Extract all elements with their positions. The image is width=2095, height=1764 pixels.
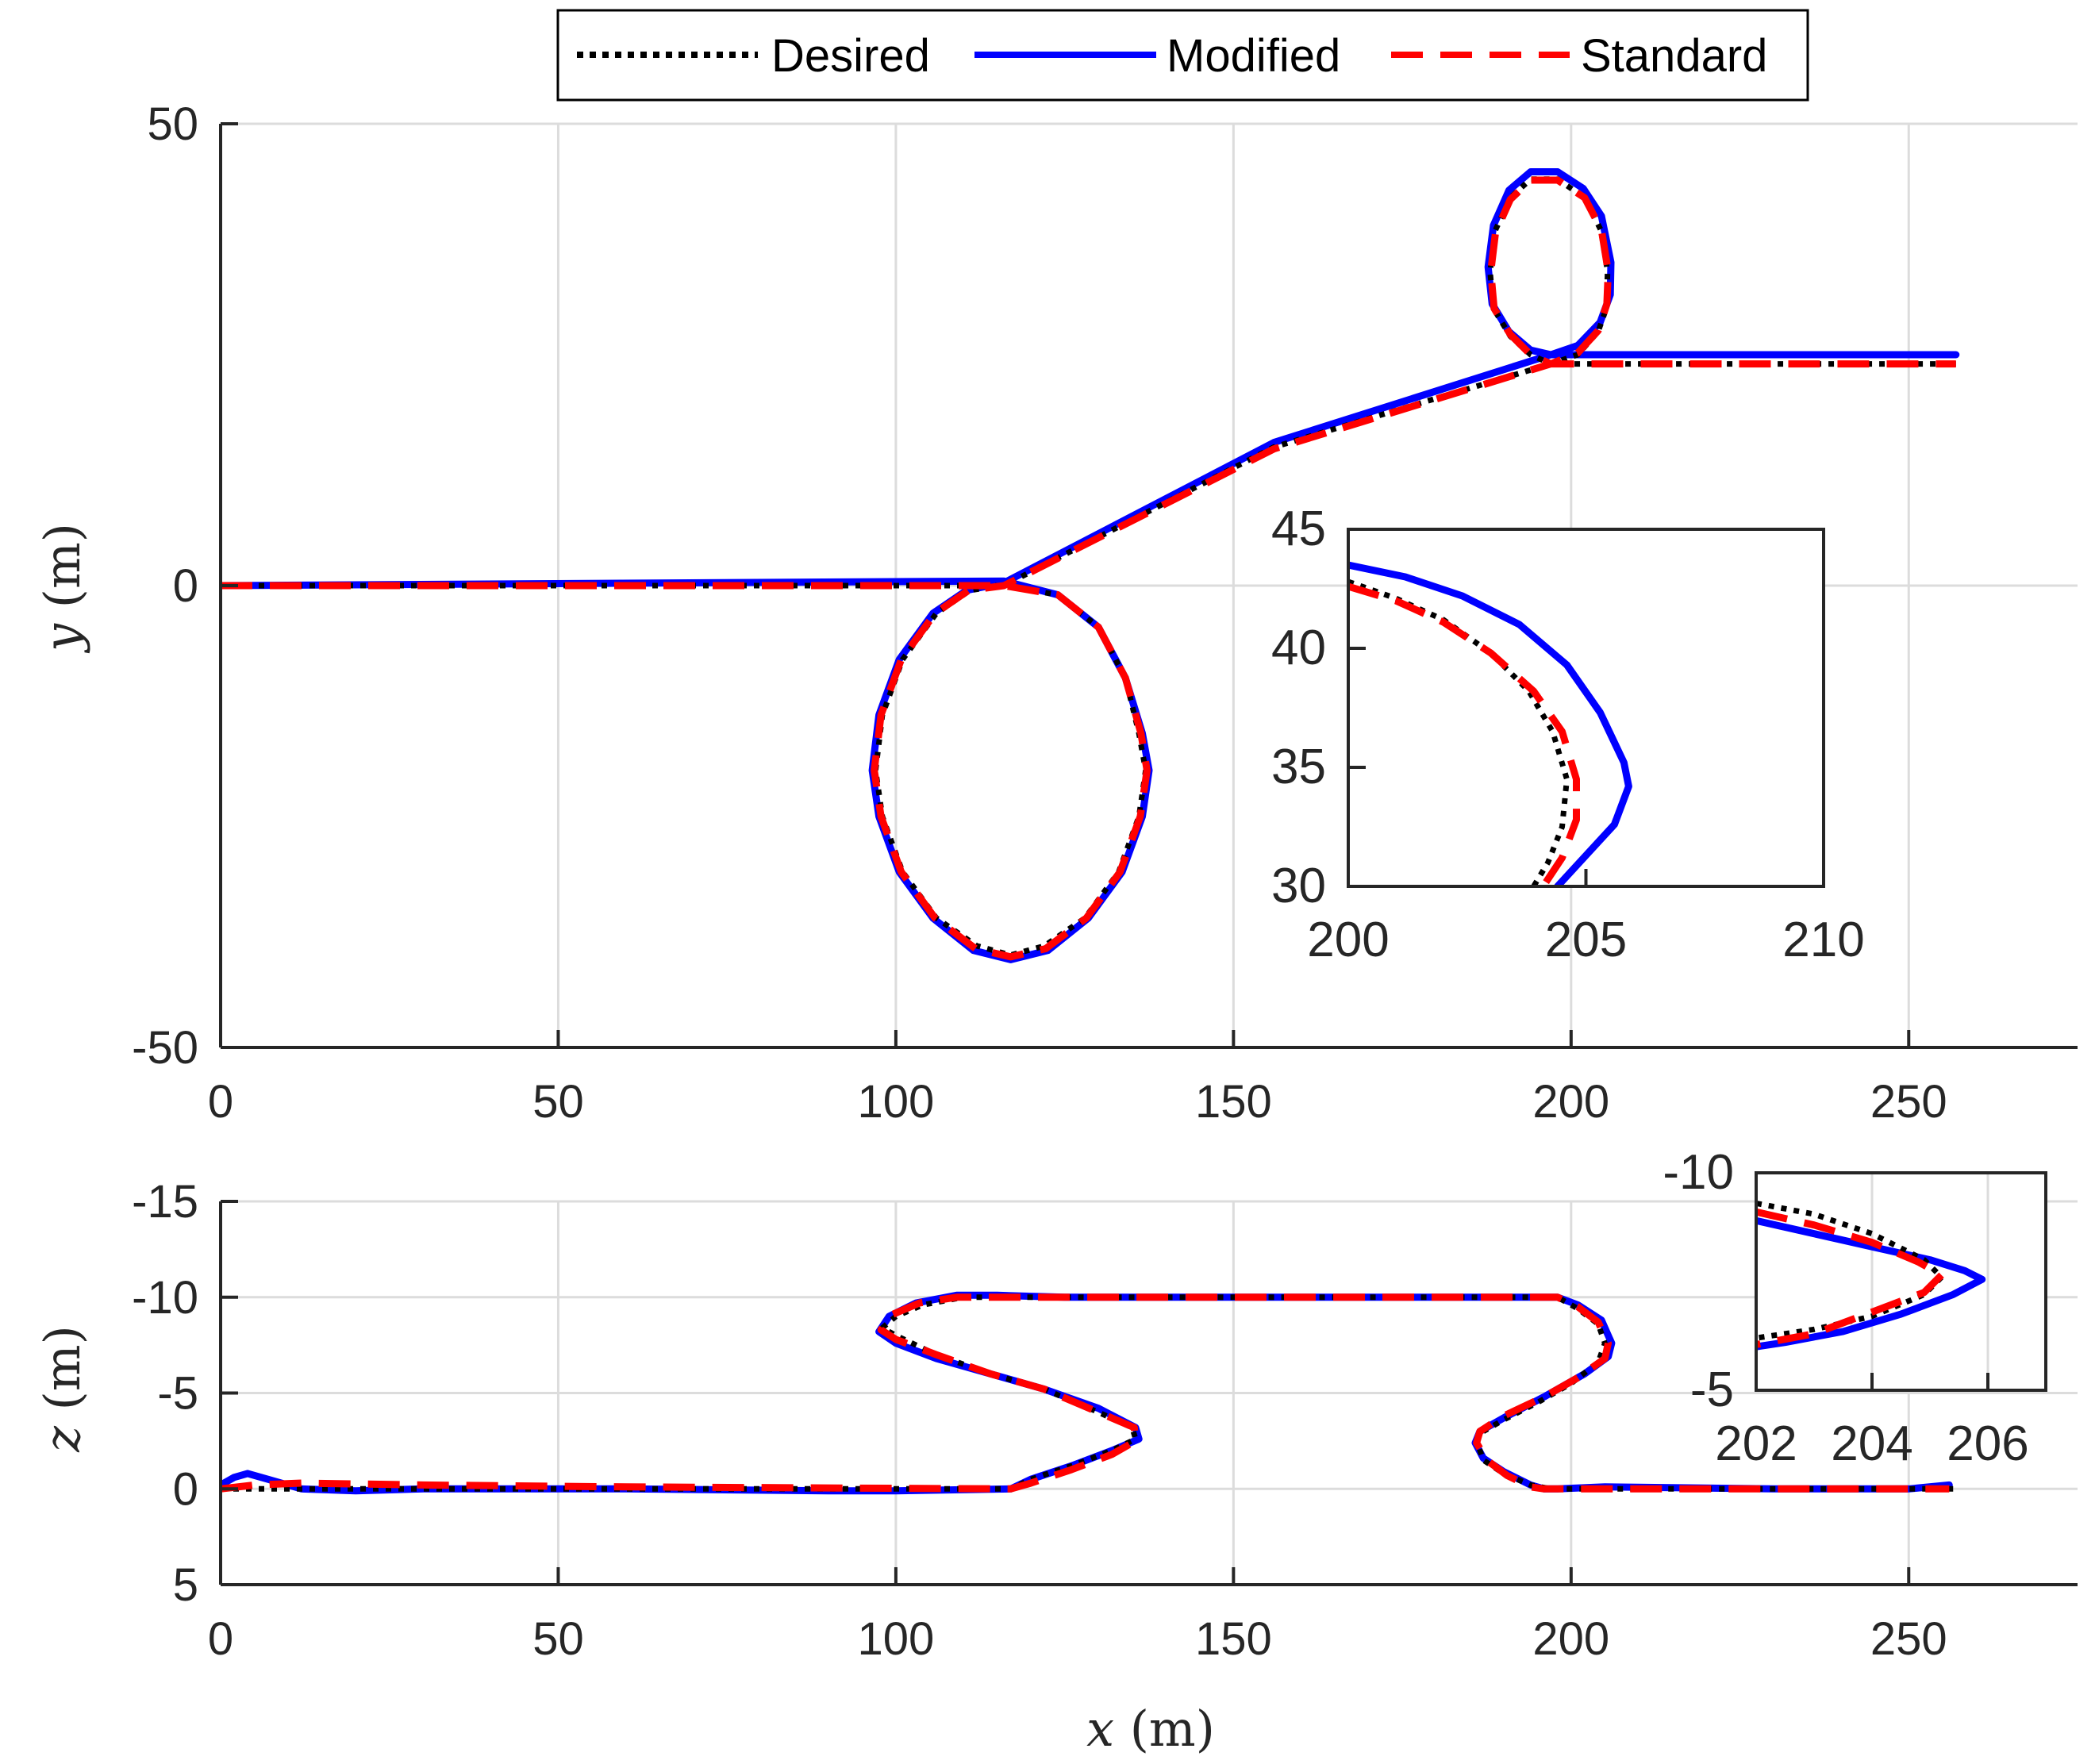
series-line-desired	[1756, 1200, 1945, 1341]
x-tick-label: 150	[1195, 1076, 1272, 1128]
legend-label-desired: Desired	[771, 30, 930, 82]
legend-box	[556, 9, 1809, 102]
xz-inset-plot: 202 204 206 -10 -5	[1663, 1145, 2047, 1471]
y-tick-label: -10	[132, 1272, 198, 1324]
series-group	[221, 1291, 1956, 1495]
y-axis-label: y (m)	[33, 523, 91, 654]
z-axis-label: z (m)	[33, 1325, 91, 1453]
series-line-standard	[221, 176, 1956, 961]
y-tick-label: 0	[173, 560, 198, 612]
y-tick-label: 45	[1271, 502, 1326, 556]
x-tick-label: 250	[1870, 1613, 1947, 1665]
x-tick-label: 205	[1545, 913, 1627, 967]
x-tick-label: 200	[1532, 1613, 1609, 1665]
y-tick-label: -5	[157, 1368, 198, 1420]
y-tick-label: 0	[173, 1463, 198, 1515]
series-group	[221, 168, 1960, 963]
x-tick-label: 250	[1870, 1076, 1947, 1128]
series-line-standard	[1756, 1208, 1946, 1348]
x-tick-label: 210	[1782, 913, 1864, 967]
legend-label-standard: Standard	[1581, 30, 1767, 82]
x-tick-label: 100	[858, 1613, 935, 1665]
y-tick-label: -50	[132, 1022, 198, 1074]
xz-plot: 0 50 100 150 200 250-15-10-505	[132, 1176, 2078, 1665]
x-tick-label: 150	[1195, 1613, 1272, 1665]
x-tick-label: 100	[858, 1076, 935, 1128]
legend-label-modified: Modified	[1167, 30, 1340, 82]
x-tick-label: 206	[1947, 1416, 2028, 1471]
y-tick-label: 50	[147, 98, 198, 150]
series-line-modified	[1756, 1216, 1986, 1351]
x-axis-label: x (m)	[1086, 1700, 1215, 1758]
x-tick-label: 0	[208, 1076, 233, 1128]
y-tick-label: -15	[132, 1176, 198, 1228]
series-line-standard	[1348, 582, 1580, 886]
x-tick-label: 204	[1831, 1416, 1912, 1471]
inset-background	[1756, 1173, 2046, 1390]
y-tick-label: 30	[1271, 859, 1326, 913]
y-tick-label: 35	[1271, 740, 1326, 794]
x-tick-label: 200	[1532, 1076, 1609, 1128]
series-group	[1348, 561, 1632, 886]
legend: Desired Modified Standard	[556, 9, 1809, 102]
x-tick-label: 202	[1715, 1416, 1797, 1471]
x-tick-label: 0	[208, 1613, 233, 1665]
xy-inset-plot: 200 205 210 30 35 40 45	[1271, 502, 1865, 967]
x-tick-label: 50	[532, 1613, 584, 1665]
x-tick-label: 50	[532, 1076, 584, 1128]
x-tick-label: 200	[1307, 913, 1389, 967]
y-tick-label: -5	[1690, 1362, 1734, 1417]
series-line-standard	[221, 1293, 1950, 1493]
axes-frame	[1755, 1171, 2047, 1392]
y-tick-label: 40	[1271, 621, 1326, 675]
inset-background	[1348, 529, 1824, 886]
y-tick-label: -10	[1663, 1145, 1734, 1200]
series-group	[1756, 1200, 1986, 1351]
y-tick-label: 5	[173, 1559, 198, 1611]
series-line-modified	[1348, 561, 1632, 886]
